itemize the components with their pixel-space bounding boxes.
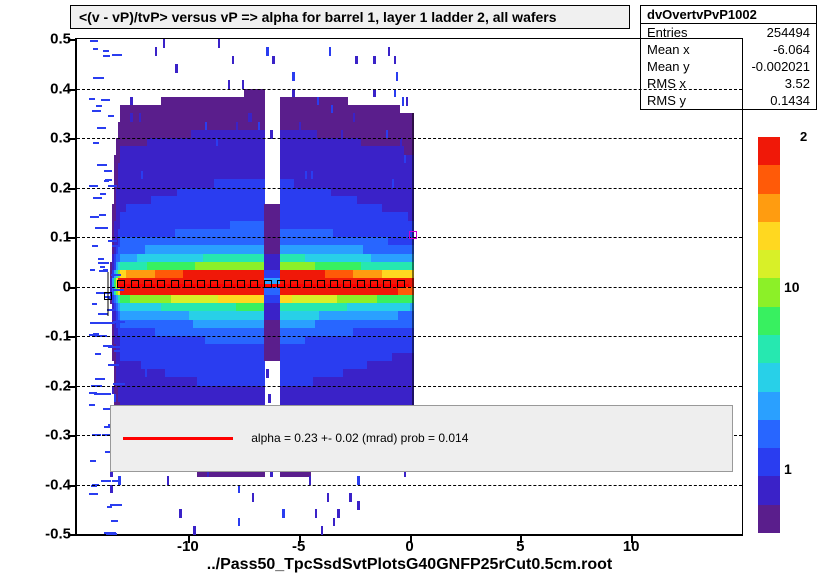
gridline-h bbox=[77, 138, 742, 139]
legend-box: alpha = 0.23 +- 0.02 (mrad) prob = 0.014 bbox=[110, 405, 733, 471]
plot-area: -0.5-0.4-0.3-0.2-0.100.10.20.30.40.5 -10… bbox=[75, 38, 743, 536]
profile-marker bbox=[370, 280, 378, 288]
colorbar-tick: 10 bbox=[780, 279, 800, 295]
profile-marker bbox=[131, 280, 139, 288]
profile-marker bbox=[290, 280, 298, 288]
plot-title: <(v - vP)/tvP> versus vP => alpha for ba… bbox=[70, 5, 630, 29]
profile-marker bbox=[264, 280, 272, 288]
colorbar-exponent: 2 bbox=[800, 129, 807, 144]
stats-header: dvOvertvPvP1002 bbox=[641, 6, 816, 24]
gridline-h bbox=[77, 386, 742, 387]
profile-marker bbox=[197, 280, 205, 288]
gridline-h bbox=[77, 188, 742, 189]
profile-marker bbox=[250, 280, 258, 288]
gridline-h bbox=[77, 336, 742, 337]
profile-marker bbox=[317, 280, 325, 288]
colorbar: 110 bbox=[758, 137, 780, 533]
profile-marker bbox=[117, 280, 125, 288]
colorbar-tick: 1 bbox=[780, 461, 792, 477]
profile-marker bbox=[330, 280, 338, 288]
profile-marker bbox=[397, 280, 405, 288]
legend-sample-line bbox=[123, 437, 233, 440]
profile-marker bbox=[237, 280, 245, 288]
gridline-h bbox=[77, 485, 742, 486]
profile-marker bbox=[224, 280, 232, 288]
profile-marker bbox=[184, 280, 192, 288]
profile-marker bbox=[277, 280, 285, 288]
root-canvas: <(v - vP)/tvP> versus vP => alpha for ba… bbox=[0, 0, 833, 579]
gridline-h bbox=[77, 89, 742, 90]
profile-marker bbox=[343, 280, 351, 288]
legend-text: alpha = 0.23 +- 0.02 (mrad) prob = 0.014 bbox=[251, 431, 468, 445]
profile-marker bbox=[171, 280, 179, 288]
x-axis-label: ../Pass50_TpcSsdSvtPlotsG40GNFP25rCut0.5… bbox=[207, 556, 612, 574]
profile-marker bbox=[144, 280, 152, 288]
profile-marker bbox=[304, 280, 312, 288]
profile-marker bbox=[357, 280, 365, 288]
profile-marker bbox=[157, 280, 165, 288]
profile-marker bbox=[210, 280, 218, 288]
profile-marker bbox=[383, 280, 391, 288]
